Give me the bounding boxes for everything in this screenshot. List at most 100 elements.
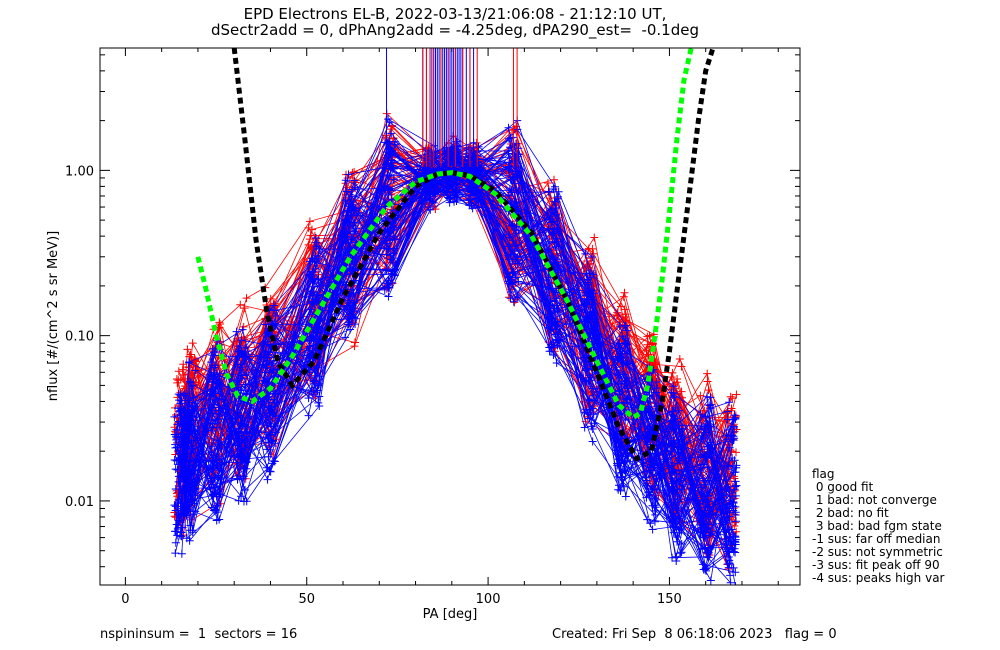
blue-data-marker — [724, 461, 733, 470]
blue-data-marker — [234, 496, 243, 505]
blue-data-marker — [175, 510, 184, 519]
blue-data-marker — [544, 187, 553, 196]
blue-data-marker — [553, 341, 562, 350]
blue-data-marker — [725, 512, 734, 521]
blue-data-marker — [668, 553, 677, 562]
blue-data-marker — [181, 495, 190, 504]
footer-created-info: Created: Fri Sep 8 06:18:06 2023 flag = … — [552, 627, 837, 642]
blue-data-marker — [504, 230, 513, 239]
y-tick-label: 0.01 — [65, 495, 94, 510]
blue-data-marker — [723, 415, 732, 424]
blue-data-marker — [391, 140, 400, 149]
blue-data-marker — [618, 332, 627, 341]
blue-data-marker — [184, 415, 193, 424]
blue-data-marker — [315, 392, 324, 401]
y-tick-label: 1.00 — [65, 164, 94, 179]
blue-data-marker — [670, 519, 679, 528]
blue-data-marker — [621, 338, 630, 347]
blue-data-marker — [732, 463, 741, 472]
blue-data-marker — [347, 235, 356, 244]
red-data-marker — [304, 223, 313, 232]
blue-data-marker — [731, 482, 740, 491]
blue-data-marker — [183, 507, 192, 516]
blue-data-marker — [644, 428, 653, 437]
red-data-marker — [549, 175, 558, 184]
blue-data-marker — [546, 296, 555, 305]
blue-data-marker — [676, 476, 685, 485]
blue-data-marker — [171, 527, 180, 536]
blue-data-marker — [723, 407, 732, 416]
blue-data-marker — [234, 347, 243, 356]
blue-data-marker — [650, 485, 659, 494]
legend-item: 0 good fit — [812, 480, 874, 494]
blue-data-marker — [701, 564, 710, 573]
blue-data-marker — [386, 251, 395, 260]
blue-data-marker — [547, 251, 556, 260]
blue-data-marker — [185, 536, 194, 545]
blue-data-marker — [588, 252, 597, 261]
blue-data-marker — [507, 276, 516, 285]
blue-data-marker — [547, 317, 556, 326]
blue-data-marker — [215, 395, 224, 404]
blue-data-marker — [424, 203, 433, 212]
blue-data-marker — [183, 425, 192, 434]
red-data-marker — [381, 133, 390, 142]
blue-data-marker — [706, 576, 715, 585]
blue-data-marker — [551, 330, 560, 339]
y-tick-label: 0.10 — [65, 330, 94, 345]
blue-data-marker — [621, 467, 630, 476]
blue-data-marker — [211, 389, 220, 398]
blue-data-marker — [617, 382, 626, 391]
blue-data-marker — [211, 416, 220, 425]
red-data-marker — [188, 339, 197, 348]
blue-data-marker — [384, 244, 393, 253]
blue-data-marker — [341, 176, 350, 185]
blue-data-marker — [723, 560, 732, 569]
blue-data-marker — [388, 258, 397, 267]
blue-data-marker — [669, 382, 678, 391]
blue-data-marker — [342, 187, 351, 196]
blue-data-marker — [189, 381, 198, 390]
blue-data-marker — [587, 422, 596, 431]
blue-data-marker — [703, 453, 712, 462]
blue-data-marker — [645, 468, 654, 477]
blue-data-marker — [262, 353, 271, 362]
red-data-marker — [667, 373, 676, 382]
blue-data-marker — [697, 421, 706, 430]
blue-data-marker — [315, 402, 324, 411]
blue-data-marker — [514, 226, 523, 235]
blue-data-marker — [215, 487, 224, 496]
blue-data-marker — [271, 412, 280, 421]
blue-data-marker — [216, 475, 225, 484]
blue-data-marker — [237, 374, 246, 383]
blue-data-marker — [464, 166, 473, 175]
legend-item: -4 sus: peaks high var — [812, 571, 945, 585]
blue-data-marker — [732, 517, 741, 526]
blue-data-marker — [206, 484, 215, 493]
blue-data-marker — [431, 178, 440, 187]
x-axis-label: PA [deg] — [423, 607, 478, 622]
chart-title-line-2: dSectr2add = 0, dPhAng2add = -4.25deg, d… — [211, 21, 699, 39]
red-data-marker — [620, 305, 629, 314]
blue-data-marker — [271, 428, 280, 437]
blue-data-marker — [704, 553, 713, 562]
blue-data-marker — [444, 178, 453, 187]
blue-data-marker — [545, 347, 554, 356]
blue-data-marker — [351, 320, 360, 329]
blue-data-marker — [723, 547, 732, 556]
blue-data-marker — [380, 285, 389, 294]
blue-data-marker — [452, 190, 461, 199]
blue-data-marker — [185, 358, 194, 367]
red-data-marker — [703, 369, 712, 378]
blue-data-marker — [206, 461, 215, 470]
legend-item: -1 sus: far off median — [812, 532, 941, 546]
blue-data-marker — [623, 452, 632, 461]
blue-data-marker — [504, 134, 513, 143]
blue-data-marker — [696, 545, 705, 554]
blue-data-marker — [728, 431, 737, 440]
blue-data-marker — [389, 232, 398, 241]
red-data-marker — [675, 354, 684, 363]
blue-data-marker — [389, 175, 398, 184]
blue-data-marker — [348, 202, 357, 211]
blue-data-marker — [725, 533, 734, 542]
